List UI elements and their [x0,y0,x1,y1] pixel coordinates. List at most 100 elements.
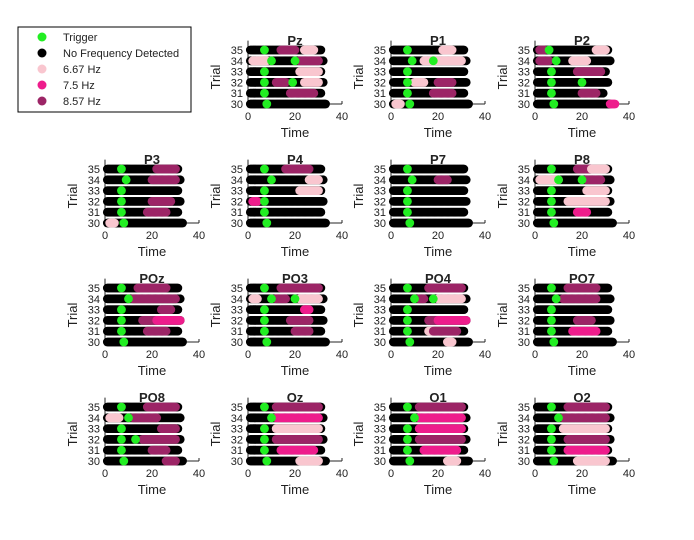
subplot-p1-xtick-40: 40 [479,111,491,123]
frequency-point-f857 [281,78,290,87]
subplot-po3-ytick-31: 31 [231,326,243,338]
subplot-po3-ytick-33: 33 [231,305,243,317]
subplot-pz-xlabel: Time [281,125,309,140]
subplot-p4-title: P4 [287,152,304,167]
subplot-po7-ytick-34: 34 [518,294,530,306]
subplot-pz-trial-32 [245,78,328,87]
subplot-po3-xlabel: Time [281,363,309,378]
trigger-point [262,99,272,109]
trigger-point [403,45,412,55]
legend-entry-7-5hz: 7.5 Hz [37,80,95,92]
frequency-point-f667 [314,175,323,185]
frequency-point-f667 [396,99,405,109]
subplot-po3-trial-34 [245,294,328,304]
no-frequency-point [461,78,471,87]
subplot-poz-ytick-34: 34 [88,294,100,306]
subplot-pz-ytick-31: 31 [231,88,243,100]
legend-label-6-67hz: 6.67 Hz [63,64,101,76]
frequency-point-f667 [582,56,592,66]
subplot-pz-ytick-33: 33 [231,67,243,79]
trigger-point [119,218,129,228]
subplot-poz-ylabel: Trial [65,302,80,327]
subplot-p2-trial-30 [532,99,620,109]
subplot-po7-trial-30 [532,337,617,347]
subplot-po3-trial-30 [245,337,330,347]
trigger-point [403,78,412,87]
subplot-pz-xtick-20: 20 [289,111,301,123]
legend: Trigger No Frequency Detected 6.67 Hz 7.… [17,26,192,113]
trigger-point [288,78,298,87]
trigger-point [547,207,556,217]
trigger-point [428,56,438,66]
frequency-point-f857 [281,294,290,304]
trigger-point [260,305,269,314]
subplot-p3-ytick-35: 35 [88,164,100,176]
subplot-po7-xlabel: Time [568,363,596,378]
subplot-po4-ytick-31: 31 [374,326,386,338]
subplot-p8-trial-32 [532,197,615,206]
subplot-p1-trial-34 [388,56,471,66]
no-frequency-point [459,164,469,174]
frequency-point-f857 [171,175,180,185]
trigger-point [403,207,412,217]
trigger-point [405,218,415,228]
no-frequency-point [461,197,471,206]
subplot-p4-trial-32 [245,197,328,206]
subplot-p4-ylabel: Trial [208,183,223,208]
subplot-p7-xtick-0: 0 [388,230,394,242]
subplot-poz-xtick-0: 0 [102,349,108,361]
subplot-poz-ytick-30: 30 [88,337,100,349]
subplot-p4-xtick-20: 20 [289,230,301,242]
subplot-p3-ytick-30: 30 [88,218,100,230]
subplot-po7-xtick-40: 40 [623,349,635,361]
trigger-point [549,99,559,109]
frequency-point-f857 [596,175,606,185]
subplot-po3-xtick-0: 0 [245,349,251,361]
subplot-p4-trial-33 [245,186,326,196]
subplot-p3-ytick-32: 32 [88,196,100,208]
subplot-p7-ytick-35: 35 [374,164,386,176]
subplot-p8-trial-35 [532,164,613,174]
subplot-p3-ylabel: Trial [65,183,80,208]
subplot-p8-trial-30 [532,218,617,228]
trigger-point [267,56,276,66]
subplot-p7-ytick-34: 34 [374,175,386,187]
subplot-pz-ytick-34: 34 [231,56,243,68]
trigger-point [117,316,126,325]
frequency-point-f667 [601,164,610,174]
legend-label-none: No Frequency Detected [63,48,179,60]
subplot-p4-trial-30 [245,218,330,228]
no-frequency-point [178,218,187,228]
subplot-p3-trial-33 [102,186,183,196]
trigger-point [290,294,300,304]
subplot-po3-ytick-30: 30 [231,337,243,349]
subplot-poz-trial-32 [102,316,185,325]
frequency-point-f75 [582,207,592,217]
frequency-point-f75 [304,305,314,314]
subplot-pz-trial-34 [245,56,328,66]
frequency-point-f75 [253,197,262,206]
no-frequency-point [459,186,469,196]
subplot-p2-title: P2 [574,33,590,48]
trigger-point [262,337,272,347]
subplot-p3-title: P3 [144,152,160,167]
no-frequency-point [459,67,469,76]
subplot-p2-trial-34 [532,56,615,66]
subplot-p7-xlabel: Time [424,244,452,259]
trigger-point [551,56,561,66]
frequency-point-f857 [591,88,601,98]
subplot-p7-trial-35 [388,164,469,174]
subplot-p2-ylabel: Trial [495,64,510,89]
subplot-p4-ytick-32: 32 [231,196,243,208]
subplot-po4-ytick-35: 35 [374,283,386,295]
frequency-point-f667 [601,45,610,55]
trigger-point [403,186,412,196]
subplot-p7-xtick-40: 40 [479,230,491,242]
trigger-point [117,305,126,314]
no-frequency-point [321,218,330,228]
no-frequency-point [316,326,326,336]
subplot-po4-ytick-32: 32 [374,315,386,327]
legend-entry-none: No Frequency Detected [37,48,179,60]
trigger-point [121,175,131,185]
